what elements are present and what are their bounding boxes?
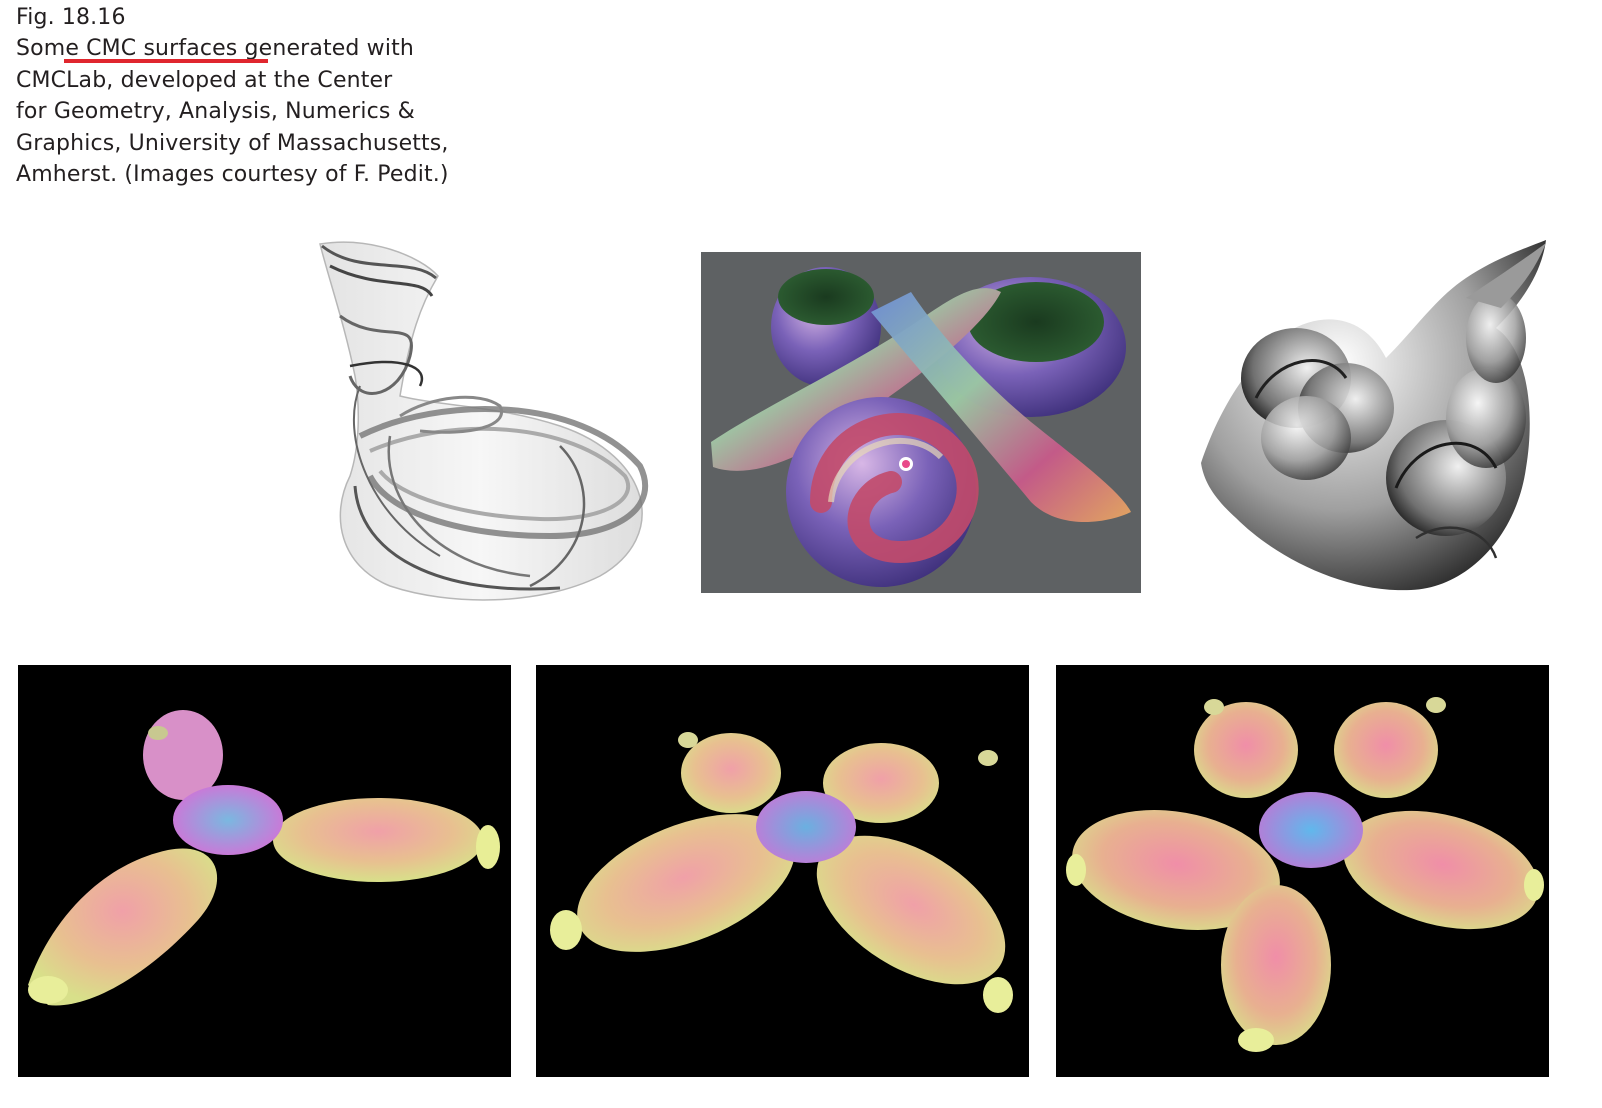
figure-label: Fig. 18.16 [16,5,126,30]
caption-line-1-end: enerated with [258,36,414,62]
four-ended-bubble-figure [536,665,1029,1077]
caption-line-1-start: Som [16,36,66,62]
figure-caption: Fig. 18.16 Some CMC surfaces generated w… [16,2,449,190]
five-ended-bubble-figure [1056,665,1549,1077]
caption-line-5: Amherst. (Images courtesy of F. Pedit.) [16,162,449,188]
ribbon-vase-figure [300,236,660,606]
twisted-tube-figure [701,252,1141,593]
ribbon-vase-surface [319,241,649,601]
swirled-shell-figure [1196,238,1560,598]
twisted-tube-surface [711,267,1131,587]
three-ended-bubble-surface [28,710,500,1006]
three-ended-bubble-figure [18,665,511,1077]
five-ended-bubble-surface [1066,697,1544,1052]
four-ended-bubble-surface [550,732,1013,1013]
caption-line-2: CMCLab, developed at the Center [16,67,393,93]
caption-highlighted-text: e CMC surfaces g [65,36,259,62]
caption-line-1: Some CMC surfaces generated with [16,33,449,64]
swirled-shell-surface [1201,240,1546,591]
caption-line-4: Graphics, University of Massachusetts, [16,130,449,156]
red-underline-annotation [64,59,268,63]
caption-line-3: for Geometry, Analysis, Numerics & [16,99,415,125]
